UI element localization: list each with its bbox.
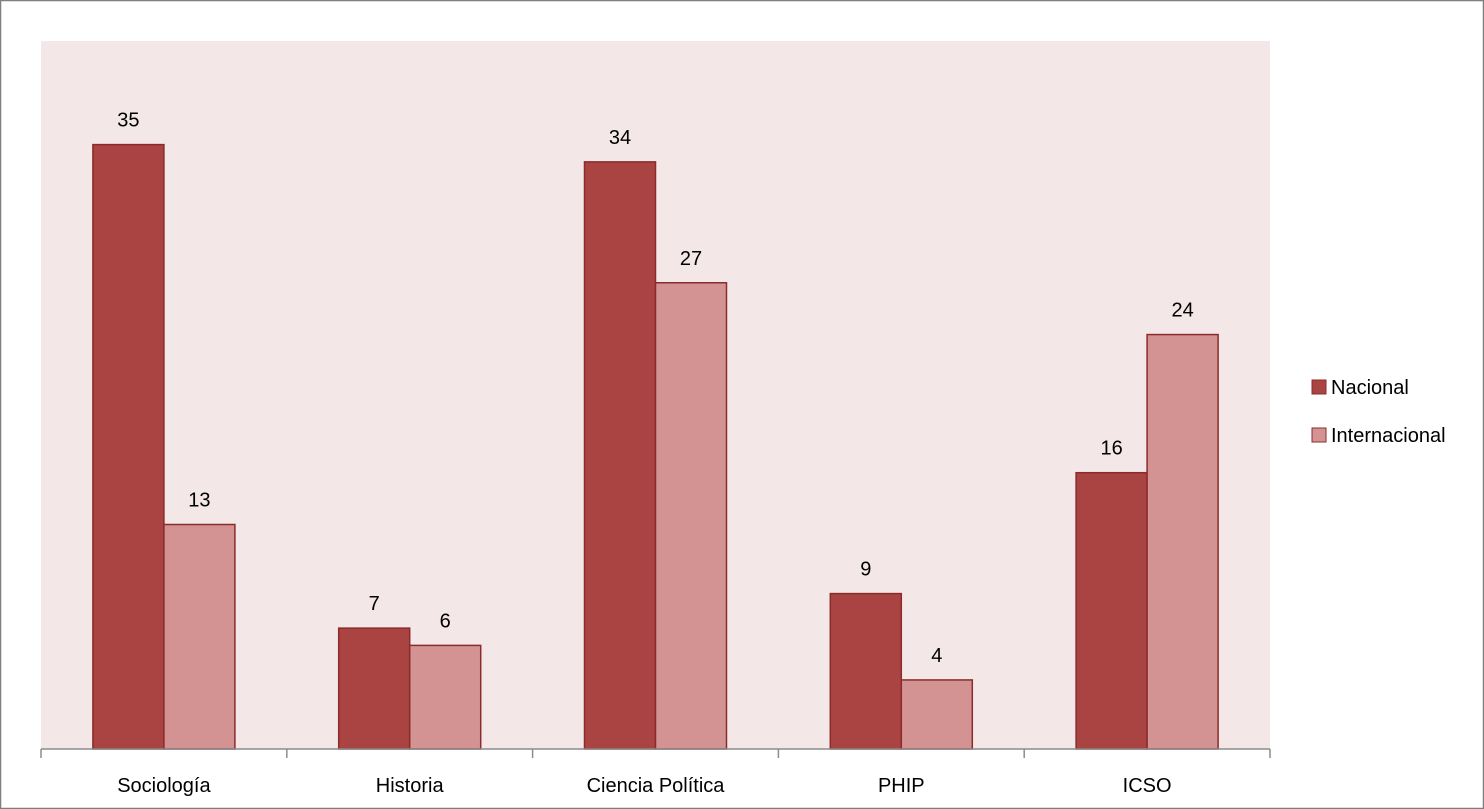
bar-internacional-5 (1146, 333, 1219, 750)
data-label-nacional-2: 7 (369, 593, 380, 615)
bar-internacional-3 (654, 282, 728, 750)
legend-swatch-internacional (1311, 427, 1327, 443)
x-tick-label: Historia (376, 775, 445, 797)
data-label-internacional-3: 27 (680, 248, 702, 270)
legend-swatch-nacional (1311, 379, 1327, 395)
bar-internacional-2 (408, 644, 482, 750)
data-label-nacional-3: 34 (609, 127, 631, 149)
bar-nacional-5 (1075, 471, 1148, 750)
bar-nacional-4 (829, 592, 903, 750)
data-label-nacional-5: 16 (1100, 438, 1122, 460)
x-tick-label: Sociología (117, 775, 211, 797)
x-tick-label: PHIP (878, 775, 925, 797)
legend-label-nacional: Nacional (1331, 377, 1409, 399)
data-label-nacional-1: 35 (117, 110, 139, 132)
x-tick-label: ICSO (1123, 775, 1172, 797)
bar-internacional-1 (163, 523, 236, 750)
legend-label-internacional: Internacional (1331, 425, 1446, 447)
x-tick-label: Ciencia Política (587, 775, 726, 797)
data-label-internacional-1: 13 (188, 490, 210, 512)
bar-internacional-4 (900, 679, 974, 750)
data-label-nacional-4: 9 (860, 559, 871, 581)
data-label-internacional-4: 4 (931, 645, 942, 667)
bar-nacional-2 (337, 627, 411, 750)
data-label-internacional-2: 6 (440, 610, 451, 632)
data-label-internacional-5: 24 (1171, 300, 1193, 322)
bar-nacional-1 (92, 143, 165, 750)
bar-nacional-3 (583, 161, 657, 750)
